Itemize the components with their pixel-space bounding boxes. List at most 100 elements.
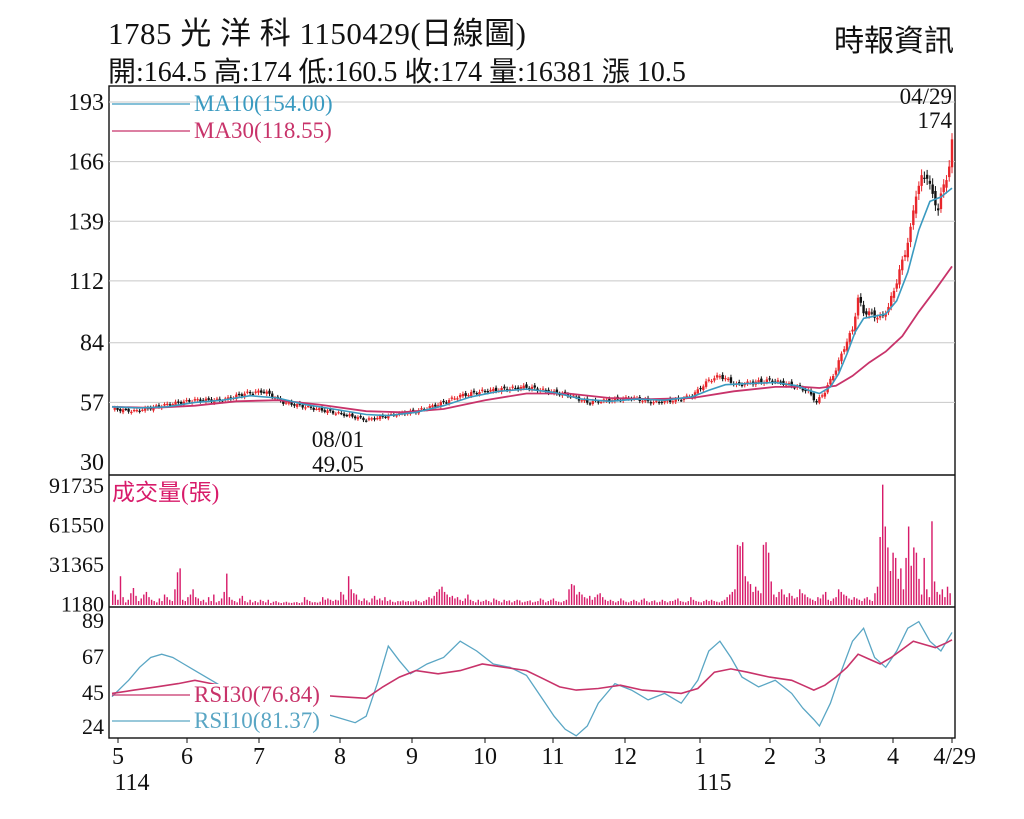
volume-bar	[827, 599, 829, 605]
candle-body	[801, 388, 804, 391]
volume-bar	[767, 552, 770, 605]
candle-body	[674, 398, 677, 402]
volume-bar	[371, 598, 373, 605]
volume-bar	[150, 599, 153, 605]
volume-bar	[436, 591, 438, 605]
candle-body	[776, 380, 780, 382]
volume-bar	[651, 601, 653, 605]
candle-body	[950, 139, 954, 168]
candle-body	[334, 413, 338, 415]
volume-bar	[257, 602, 259, 605]
volume-bar	[946, 586, 949, 605]
x-month-label: 4/29	[933, 744, 976, 770]
rsi-tick-label: 24	[82, 714, 104, 739]
volume-bar	[334, 599, 337, 605]
volume-bar	[161, 601, 163, 605]
candle-body	[166, 403, 169, 405]
candle-body	[157, 405, 161, 408]
volume-bar	[293, 602, 295, 605]
volume-bar	[824, 591, 827, 605]
volume-bar	[573, 585, 575, 605]
price-tick-label: 166	[68, 150, 104, 176]
volume-bar	[218, 601, 220, 605]
volume-bar	[532, 602, 534, 605]
price-tick-label: 139	[68, 209, 104, 235]
candle-body	[116, 407, 119, 410]
candle-body	[878, 315, 882, 318]
candle-body	[818, 397, 821, 403]
volume-bar	[298, 603, 301, 605]
volume-bar	[285, 601, 288, 605]
candle-body	[923, 177, 926, 179]
candle-body	[704, 381, 708, 387]
x-month-label: 5	[112, 744, 124, 770]
volume-bar	[174, 589, 176, 605]
volume-bar	[596, 594, 599, 605]
volume-bar	[788, 593, 791, 605]
candle-body	[132, 409, 136, 412]
low-value-annotation: 49.05	[312, 452, 364, 477]
volume-bar	[194, 597, 197, 605]
candle-body	[541, 388, 545, 390]
candle-body	[171, 404, 174, 406]
candle-body	[130, 411, 133, 413]
candle-body	[856, 297, 860, 316]
volume-bar	[309, 601, 311, 605]
candle-body	[373, 418, 376, 420]
volume-bar	[223, 591, 225, 605]
volume-bar	[143, 594, 145, 605]
candle-body	[196, 399, 199, 401]
volume-bar	[656, 602, 658, 605]
volume-bar	[485, 599, 487, 605]
volume-bar	[184, 601, 187, 605]
price-tick-label: 57	[80, 390, 104, 416]
volume-bar	[301, 602, 303, 605]
candle-body	[809, 390, 813, 395]
volume-bar	[669, 601, 671, 605]
volume-bar	[397, 601, 399, 605]
candle-body	[262, 391, 266, 393]
volume-bar	[428, 597, 430, 605]
candle-body	[583, 399, 586, 402]
volume-bar	[690, 597, 692, 605]
x-year-label: 114	[114, 770, 149, 796]
volume-bar	[809, 598, 811, 605]
volume-bar	[708, 601, 710, 605]
volume-bar	[412, 601, 415, 605]
volume-bar	[819, 598, 822, 605]
volume-bar	[889, 570, 892, 605]
price-tick-label: 84	[80, 331, 104, 357]
x-month-label: 4	[887, 744, 899, 770]
candle-body	[873, 310, 876, 318]
candle-body	[804, 389, 807, 392]
volume-bar	[710, 599, 713, 605]
candle-body	[657, 401, 661, 404]
candle-body	[445, 402, 448, 404]
volume-bar	[135, 595, 137, 605]
candle-body	[768, 378, 771, 380]
candle-body	[306, 405, 310, 408]
volume-bar	[381, 600, 384, 605]
volume-bar	[796, 597, 798, 605]
volume-bar	[783, 594, 785, 605]
volume-bar	[506, 601, 508, 605]
candle-body	[362, 417, 365, 421]
volume-bar	[241, 595, 244, 605]
volume-bar	[228, 597, 231, 605]
candle-body	[533, 385, 536, 388]
volume-bar	[373, 595, 376, 605]
volume-bar	[417, 601, 420, 605]
candle-body	[693, 392, 697, 398]
candle-body	[798, 385, 802, 387]
volume-bar	[853, 597, 855, 605]
candle-body	[240, 394, 244, 396]
candle-body	[649, 402, 653, 404]
rsi10-legend-label: RSI10(81.37)	[194, 708, 320, 733]
candle-body	[201, 400, 205, 402]
volume-bar	[360, 601, 363, 605]
candle-body	[757, 380, 760, 383]
volume-bar	[638, 602, 640, 605]
volume-bar	[640, 599, 643, 605]
volume-bar	[145, 591, 148, 605]
